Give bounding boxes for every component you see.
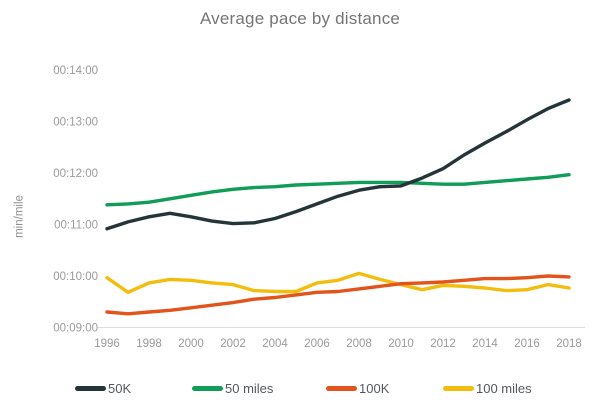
legend-item-100-miles: 100 miles bbox=[443, 379, 532, 397]
y-tick-label: 00:14:00 bbox=[53, 65, 98, 77]
x-tick-label: 2006 bbox=[304, 338, 330, 350]
legend-item-50k: 50K bbox=[75, 379, 131, 397]
legend-swatch-100-miles bbox=[443, 385, 474, 391]
y-tick-label: 00:12:00 bbox=[53, 168, 98, 180]
y-tick-label: 00:09:00 bbox=[53, 323, 98, 335]
y-tick-label: 00:11:00 bbox=[54, 220, 98, 232]
y-tick-label: 00:13:00 bbox=[53, 117, 98, 129]
x-tick-label: 1996 bbox=[94, 338, 120, 350]
chart-title: Average pace by distance bbox=[199, 9, 401, 28]
x-tick-label: 2008 bbox=[346, 338, 372, 350]
legend-label-50-miles: 50 miles bbox=[225, 380, 274, 396]
legend-label-50k: 50K bbox=[108, 380, 132, 396]
x-tick-label: 2014 bbox=[472, 338, 498, 350]
y-tick-label: 00:10:00 bbox=[53, 271, 98, 283]
legend-item-50-miles: 50 miles bbox=[192, 379, 273, 397]
legend-swatch-100k bbox=[326, 385, 357, 391]
series-line-100-miles bbox=[105, 271, 571, 294]
x-tick-label: 1998 bbox=[136, 338, 162, 350]
legend-item-100k: 100K bbox=[326, 379, 389, 397]
legend-swatch-50k bbox=[75, 385, 106, 391]
x-tick-label: 2004 bbox=[262, 338, 288, 350]
legend-swatch-50-miles bbox=[192, 385, 223, 391]
series-line-100k bbox=[105, 274, 571, 316]
x-tick-label: 2018 bbox=[556, 338, 582, 350]
x-tick-label: 2012 bbox=[430, 338, 456, 350]
series-line-50-miles bbox=[105, 172, 571, 207]
x-tick-label: 2016 bbox=[514, 338, 540, 350]
series-line-50k bbox=[105, 98, 571, 231]
legend-label-100-miles: 100 miles bbox=[476, 380, 532, 396]
legend: 50K 50 miles 100K 100 miles bbox=[0, 379, 600, 397]
x-tick-label: 2000 bbox=[178, 338, 204, 350]
x-tick-label: 2010 bbox=[388, 338, 414, 350]
x-tick-label: 2002 bbox=[220, 338, 246, 350]
legend-label-100k: 100K bbox=[359, 380, 390, 396]
